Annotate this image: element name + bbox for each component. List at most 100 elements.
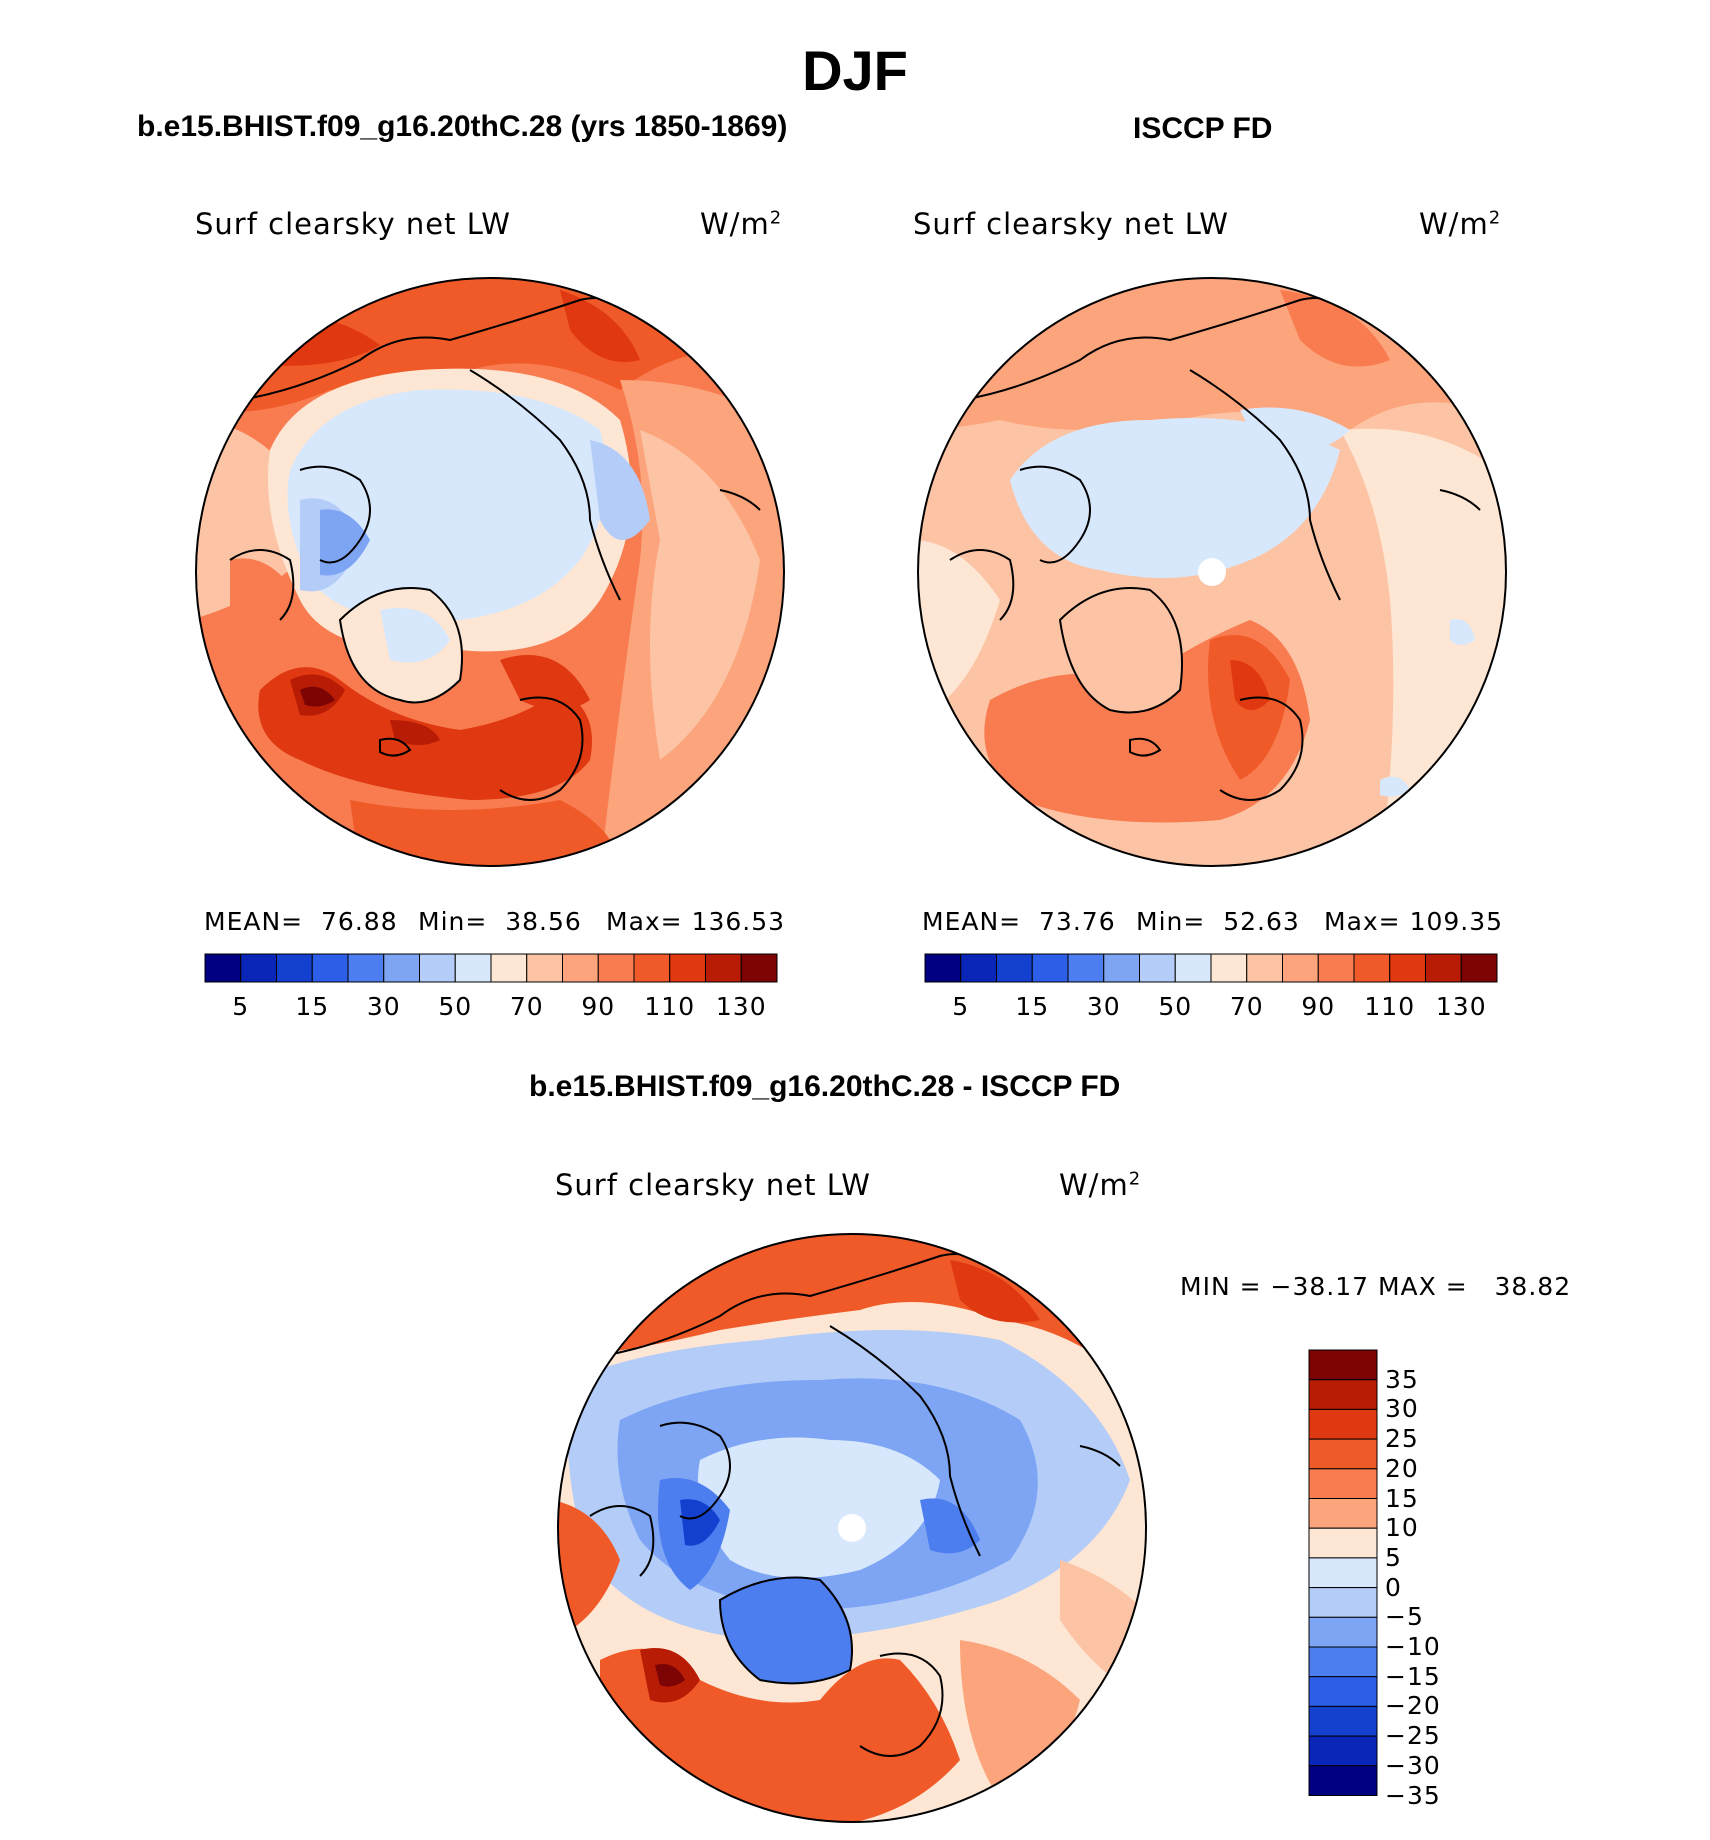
panel3-colorbar-tick-label: −10 <box>1385 1632 1441 1661</box>
panel2-colorbar-swatch <box>1425 953 1462 983</box>
panel3-colorbar-tick-label: −30 <box>1385 1750 1441 1780</box>
panel2-colorbar-swatch <box>996 953 1033 983</box>
panel1-colorbar-swatch <box>347 953 385 983</box>
panel1-colorbar-tick-label: 30 <box>366 992 401 1021</box>
panel3-units: W/m2 <box>1059 1168 1142 1202</box>
panel2-colorbar-swatch <box>1174 953 1212 983</box>
panel1-colorbar <box>204 953 778 983</box>
panel3-colorbar-swatch <box>1308 1468 1378 1500</box>
panel2-colorbar-swatch <box>1067 953 1105 983</box>
panel2-colorbar-tick-label: 50 <box>1158 992 1193 1021</box>
panel3-minmax: MIN = −38.17 MAX = 38.82 <box>1180 1272 1572 1301</box>
panel2-colorbar-swatch <box>960 953 997 983</box>
panel1-colorbar-swatch <box>383 953 420 983</box>
panel1-colorbar-swatch <box>311 953 349 983</box>
panel1-units: W/m2 <box>700 207 783 241</box>
panel2-units: W/m2 <box>1419 207 1502 241</box>
panel1-colorbar-swatch <box>669 953 706 983</box>
panel3-colorbar-swatch <box>1308 1498 1378 1529</box>
panel1-colorbar-swatch <box>633 953 671 983</box>
panel3-colorbar-tick-label: 0 <box>1385 1572 1402 1602</box>
panel3-colorbar-swatch <box>1308 1438 1378 1470</box>
panel3-title: b.e15.BHIST.f09_g16.20thC.28 - ISCCP FD <box>529 1070 1121 1103</box>
panel3-colorbar-tick-label: 20 <box>1385 1453 1419 1483</box>
panel2-colorbar-swatch <box>1317 953 1355 983</box>
panel3-colorbar-swatch <box>1308 1379 1378 1410</box>
panel2-colorbar-tick-label: 15 <box>1015 992 1050 1021</box>
panel1-min: Min= 38.56 <box>418 907 582 936</box>
panel2-colorbar-swatch <box>1460 953 1498 983</box>
panel3-colorbar-tick-label: −25 <box>1385 1721 1441 1751</box>
panel2-max: Max= 109.35 <box>1324 907 1504 936</box>
panel1-colorbar-swatch <box>526 953 563 983</box>
panel1-colorbar-swatch <box>740 953 778 983</box>
panel3-colorbar-tick-label: 15 <box>1385 1483 1419 1513</box>
panel2-map <box>917 277 1507 867</box>
panel2-colorbar-tick-label: 90 <box>1301 992 1336 1021</box>
panel2-min: Min= 52.63 <box>1136 907 1300 936</box>
panel3-colorbar-tick-label: −15 <box>1385 1661 1441 1691</box>
panel3-colorbar-tick-label: 10 <box>1385 1513 1419 1543</box>
panel2-colorbar-tick-label: 5 <box>952 992 970 1021</box>
panel1-colorbar-tick-label: 70 <box>509 992 544 1021</box>
panel3-colorbar-swatch <box>1308 1676 1378 1707</box>
panel3-colorbar-swatch <box>1308 1646 1378 1678</box>
panel1-colorbar-tick-label: 50 <box>438 992 473 1021</box>
panel1-colorbar-swatch <box>705 953 742 983</box>
panel1-colorbar-swatch <box>597 953 635 983</box>
panel1-colorbar-swatch <box>490 953 528 983</box>
panel1-colorbar-swatch <box>454 953 492 983</box>
panel2-variable: Surf clearsky net LW <box>913 207 1229 241</box>
panel2-colorbar-tick-label: 30 <box>1086 992 1121 1021</box>
panel1-colorbar-swatch <box>204 953 242 983</box>
panel1-mean: MEAN= 76.88 <box>204 907 398 936</box>
panel3-colorbar-swatch <box>1308 1765 1378 1797</box>
panel2-colorbar-swatch <box>1103 953 1140 983</box>
panel1-title: b.e15.BHIST.f09_g16.20thC.28 (yrs 1850-1… <box>137 110 788 143</box>
panel2-colorbar-swatch <box>1353 953 1391 983</box>
panel3-map <box>557 1233 1147 1823</box>
panel3-colorbar-tick-label: −20 <box>1385 1691 1441 1721</box>
panel1-colorbar-tick-label: 15 <box>295 992 330 1021</box>
figure-title: DJF <box>802 39 908 102</box>
panel1-map <box>195 277 785 867</box>
panel3-colorbar-swatch <box>1308 1616 1378 1648</box>
panel1-colorbar-tick-label: 90 <box>581 992 616 1021</box>
panel3-colorbar-tick-label: 35 <box>1385 1364 1419 1394</box>
panel3-colorbar-swatch <box>1308 1349 1378 1381</box>
panel1-colorbar-swatch <box>276 953 313 983</box>
panel3-variable: Surf clearsky net LW <box>555 1168 871 1202</box>
panel3-colorbar-swatch <box>1308 1527 1378 1559</box>
panel3-colorbar-tick-label: 5 <box>1385 1542 1402 1572</box>
panel2-colorbar-tick-label: 110 <box>1364 992 1416 1021</box>
panel1-max: Max= 136.53 <box>606 907 786 936</box>
panel2-colorbar-swatch <box>924 953 962 983</box>
panel3-colorbar-swatch <box>1308 1735 1378 1767</box>
panel3-colorbar <box>1308 1349 1378 1797</box>
panel2-colorbar-swatch <box>1031 953 1069 983</box>
panel3-colorbar-tick-label: −35 <box>1385 1780 1441 1810</box>
panel1-colorbar-tick-label: 5 <box>232 992 250 1021</box>
panel1-colorbar-swatch <box>419 953 456 983</box>
panel3-colorbar-tick-label: 30 <box>1385 1394 1419 1424</box>
panel2-colorbar-swatch <box>1139 953 1176 983</box>
panel1-colorbar-tick-label: 110 <box>644 992 696 1021</box>
panel3-colorbar-swatch <box>1308 1587 1378 1618</box>
panel3-colorbar-tick-label: −5 <box>1385 1602 1424 1632</box>
panel2-colorbar <box>924 953 1498 983</box>
panel2-title: ISCCP FD <box>1133 112 1273 145</box>
panel1-colorbar-tick-label: 130 <box>715 992 767 1021</box>
panel2-colorbar-tick-label: 70 <box>1229 992 1264 1021</box>
panel2-colorbar-tick-label: 130 <box>1435 992 1487 1021</box>
panel2-colorbar-swatch <box>1282 953 1319 983</box>
panel2-mean: MEAN= 73.76 <box>922 907 1116 936</box>
panel2-colorbar-swatch <box>1246 953 1283 983</box>
panel3-colorbar-swatch <box>1308 1408 1378 1440</box>
panel1-colorbar-swatch <box>240 953 277 983</box>
panel1-variable: Surf clearsky net LW <box>195 207 511 241</box>
panel2-colorbar-swatch <box>1210 953 1248 983</box>
panel3-colorbar-tick-label: 25 <box>1385 1424 1419 1454</box>
panel2-colorbar-swatch <box>1389 953 1426 983</box>
panel3-colorbar-swatch <box>1308 1705 1378 1737</box>
panel3-colorbar-swatch <box>1308 1557 1378 1589</box>
